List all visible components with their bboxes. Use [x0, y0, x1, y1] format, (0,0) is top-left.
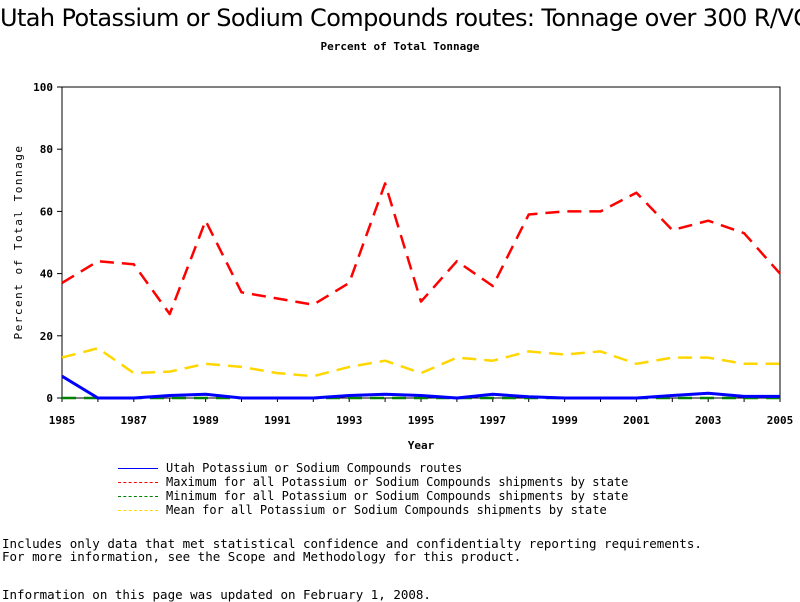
x-axis-label: Year: [408, 439, 435, 452]
footnote-more-info: For more information, see the Scope and …: [2, 549, 522, 564]
series-line-mean: [61, 346, 780, 378]
y-tick-label: 20: [40, 330, 53, 343]
x-tick-label: 1991: [264, 414, 291, 427]
series-layer: [61, 182, 781, 400]
legend-swatch-utah: [118, 467, 158, 469]
footnote-updated: Information on this page was updated on …: [2, 587, 431, 602]
legend-label-utah: Utah Potassium or Sodium Compounds route…: [166, 461, 463, 475]
y-tick-label: 100: [33, 81, 53, 94]
x-tick-label: 1989: [192, 414, 219, 427]
legend-item-minimum: Minimum for all Potassium or Sodium Comp…: [118, 489, 628, 503]
legend-item-mean: Mean for all Potassium or Sodium Compoun…: [118, 503, 628, 517]
y-tick-label: 0: [46, 392, 53, 405]
plot-frame: [61, 86, 781, 399]
legend: Utah Potassium or Sodium Compounds route…: [118, 461, 628, 517]
legend-label-mean: Mean for all Potassium or Sodium Compoun…: [166, 503, 607, 517]
x-tick-label: 2001: [623, 414, 650, 427]
y-tick-label: 40: [40, 268, 53, 281]
x-axis: 1985 1987 1989 1991 1993 1995 1997 1999 2001 2003…: [49, 398, 794, 427]
x-tick-label: 2003: [695, 414, 722, 427]
legend-swatch-maximum: [118, 481, 158, 483]
y-tick-label: 60: [40, 205, 53, 218]
y-tick-label: 80: [40, 143, 53, 156]
x-tick-label: 1999: [551, 414, 578, 427]
legend-swatch-minimum: [118, 495, 158, 497]
chart-subtitle: Percent of Total Tonnage: [320, 40, 480, 53]
x-tick-label: 1993: [336, 414, 363, 427]
legend-label-minimum: Minimum for all Potassium or Sodium Comp…: [166, 489, 629, 503]
series-line-utah: [61, 374, 780, 400]
x-tick-label: 1987: [121, 414, 148, 427]
x-tick-label: 2005: [767, 414, 794, 427]
y-axis-label: Percent of Total Tonnage: [12, 145, 25, 340]
legend-swatch-mean: [118, 509, 158, 511]
legend-label-maximum: Maximum for all Potassium or Sodium Comp…: [166, 475, 629, 489]
chart-title: Utah Potassium or Sodium Compounds route…: [0, 4, 800, 32]
series-line-maximum: [61, 182, 781, 316]
x-tick-label: 1985: [49, 414, 76, 427]
footnote-confidence: Includes only data that met statistical …: [2, 536, 702, 551]
x-tick-label: 1995: [408, 414, 435, 427]
legend-item-utah: Utah Potassium or Sodium Compounds route…: [118, 461, 628, 475]
legend-item-maximum: Maximum for all Potassium or Sodium Comp…: [118, 475, 628, 489]
y-axis: 0 20 40 60 80 100: [33, 81, 62, 405]
x-tick-label: 1997: [480, 414, 507, 427]
